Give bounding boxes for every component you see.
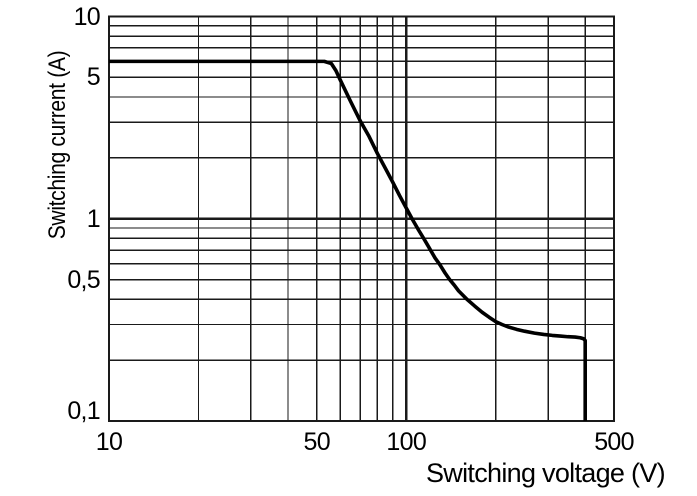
y-tick-label: 10 <box>73 2 101 31</box>
plot-border <box>107 15 616 423</box>
x-tick-label: 10 <box>95 428 123 456</box>
x-tick-label: 100 <box>386 428 427 456</box>
x-tick-label: 500 <box>594 428 634 456</box>
y-tick-label: 0,1 <box>67 397 100 425</box>
x-tick-label: 50 <box>303 428 331 456</box>
x-axis-title: Switching voltage (V) <box>426 458 666 488</box>
load-limit-curve <box>109 59 587 421</box>
y-tick-label: 5 <box>86 63 101 92</box>
y-tick-label: 0,5 <box>67 265 100 294</box>
y-tick-label: 1 <box>86 204 101 233</box>
